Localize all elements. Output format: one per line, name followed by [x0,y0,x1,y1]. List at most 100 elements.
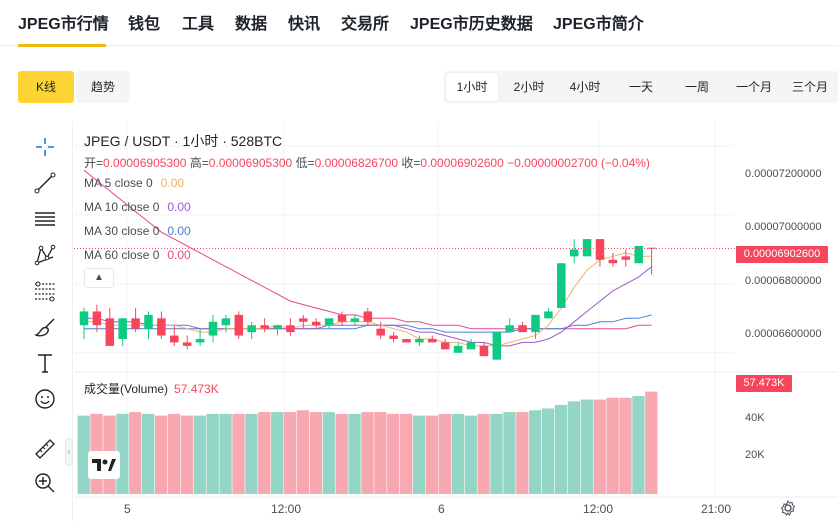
volume-bar [348,413,361,494]
volume-bar [593,399,606,494]
low-label: 低= [295,156,315,170]
nav-item-data[interactable]: 数据 [235,16,268,33]
volume-bar [142,413,155,494]
volume-legend: 成交量(Volume) 57.473K [84,380,219,397]
volume-bar [412,415,426,494]
ma60-label: MA 60 close 0 [84,248,160,262]
pattern-icon[interactable] [28,240,62,270]
volume-bar [451,413,464,494]
volume-bar [283,412,297,494]
brush-icon[interactable] [28,312,62,342]
volume-bar [541,408,555,494]
ma10-label: MA 10 close 0 [84,200,160,214]
volume-bar [296,410,310,494]
trend-button[interactable]: 趋势 [76,71,130,103]
tab-1w[interactable]: 一周 [684,80,709,94]
candle-body [505,325,514,333]
candle-body [440,342,450,350]
settings-icon[interactable] [780,500,796,516]
nav-item-wallet[interactable]: 钱包 [128,16,161,33]
current-price-tag: 0.00006902600 [736,246,828,263]
legend-collapse-button[interactable]: ▲ [84,268,114,288]
tab-3m[interactable]: 三个月 [791,80,828,94]
ma5-value: 0.00 [160,176,185,190]
nav-item-exchange[interactable]: 交易所 [341,16,390,33]
horizontal-lines-icon[interactable] [28,204,62,234]
candle-body [286,325,295,333]
volume-bar [193,415,206,494]
candle-body [492,332,502,360]
toolbar-collapse-handle[interactable]: ‹ [65,438,73,466]
ma5-legend[interactable]: MA 5 close 0 0.00 [84,176,184,190]
candle-body [234,314,244,336]
price-axis-label: 0.00006800000 [745,275,822,287]
candle-body [569,249,579,257]
kline-button[interactable]: K线 [18,71,74,103]
candlestick-chart[interactable] [74,122,838,530]
nav-active-underline [18,44,106,47]
tab-4h[interactable]: 4小时 [569,80,601,94]
volume-bar [619,397,632,494]
volume-bar [645,391,658,494]
volume-bar [580,399,593,494]
candle-body [157,318,166,336]
volume-bar [245,413,258,494]
top-nav: JPEG市行情 钱包 工具 数据 快讯 交易所 JPEG市历史数据 JPEG市简… [0,0,838,47]
zoom-in-icon[interactable] [28,468,62,498]
candle-body [621,256,631,260]
volume-bar [438,413,452,494]
volume-bar [464,415,477,494]
time-axis-label: 5 [124,502,131,516]
trend-line-icon[interactable] [28,168,62,198]
volume-bar [490,413,503,494]
crosshair-icon[interactable] [28,132,62,162]
volume-bar [516,412,529,494]
volume-label: 成交量(Volume) [84,382,169,396]
price-axis-label: 0.00007200000 [745,168,822,180]
time-axis-label: 12:00 [271,502,302,516]
ma30-legend[interactable]: MA 30 close 0 0.00 [84,224,191,238]
candle-body [79,311,89,326]
candle-body [221,318,231,326]
volume-bar [529,410,542,494]
candle-body [582,239,592,257]
volume-bar [361,412,374,494]
ma10-legend[interactable]: MA 10 close 0 0.00 [84,200,191,214]
tab-1d[interactable]: 一天 [628,80,653,94]
nav-item-history[interactable]: JPEG市历史数据 [410,16,533,33]
candle-body [389,335,398,339]
ma60-value: 0.00 [167,248,191,262]
candle-body [544,311,553,319]
emoji-icon[interactable] [28,384,62,414]
tab-1m[interactable]: 一个月 [735,80,772,94]
nav-item-market[interactable]: JPEG市行情 [18,16,109,33]
ohlc-readout: 开=0.00006905300 高=0.00006905300 低=0.0000… [84,154,650,171]
tab-2h[interactable]: 2小时 [513,80,545,94]
volume-bar [387,413,400,494]
candle-body [208,321,218,336]
nav-item-tools[interactable]: 工具 [182,16,215,33]
candle-body [118,318,127,339]
open-label: 开= [84,156,104,170]
price-axis-label: 0.00006600000 [745,328,822,340]
nav-item-news[interactable]: 快讯 [288,16,321,33]
candle-body [466,342,476,350]
nav-item-intro[interactable]: JPEG市简介 [553,16,644,33]
volume-bar [554,404,568,494]
volume-bar [77,415,90,494]
volume-bar [271,412,284,494]
candle-body [363,311,373,322]
tradingview-logo[interactable] [88,451,120,479]
text-icon[interactable] [28,348,62,378]
ruler-icon[interactable] [28,434,62,464]
candle-body [195,339,205,343]
time-axis-label: 21:00 [701,502,732,516]
candle-body [479,345,489,357]
fib-icon[interactable] [28,276,62,306]
ma5-label: MA 5 close 0 [84,176,153,190]
candle-body [453,345,463,353]
candle-body [144,314,153,329]
ma60-legend[interactable]: MA 60 close 0 0.00 [84,248,191,262]
tab-1h[interactable]: 1小时 [446,73,498,101]
drawing-toolbar [0,122,74,530]
